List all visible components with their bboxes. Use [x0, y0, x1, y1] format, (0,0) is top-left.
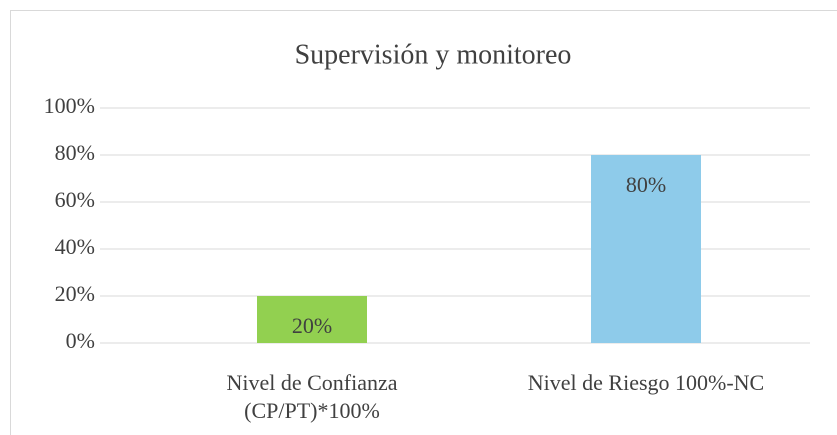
- chart-title: Supervisión y monitoreo: [295, 39, 572, 70]
- bar: [591, 155, 701, 343]
- x-tick-label: Nivel de Riesgo 100%-NC: [527, 370, 765, 395]
- y-tick-label: 0%: [66, 328, 95, 353]
- y-tick-label: 100%: [44, 93, 95, 118]
- bar: [257, 296, 367, 343]
- data-label: 80%: [626, 172, 666, 197]
- y-tick-label: 60%: [55, 187, 95, 212]
- y-tick-label: 20%: [55, 281, 95, 306]
- y-tick-label: 80%: [55, 140, 95, 165]
- y-tick-label: 40%: [55, 234, 95, 259]
- x-tick-label: Nivel de Confianza (CP/PT)*100%: [226, 370, 398, 423]
- data-label: 20%: [292, 313, 332, 338]
